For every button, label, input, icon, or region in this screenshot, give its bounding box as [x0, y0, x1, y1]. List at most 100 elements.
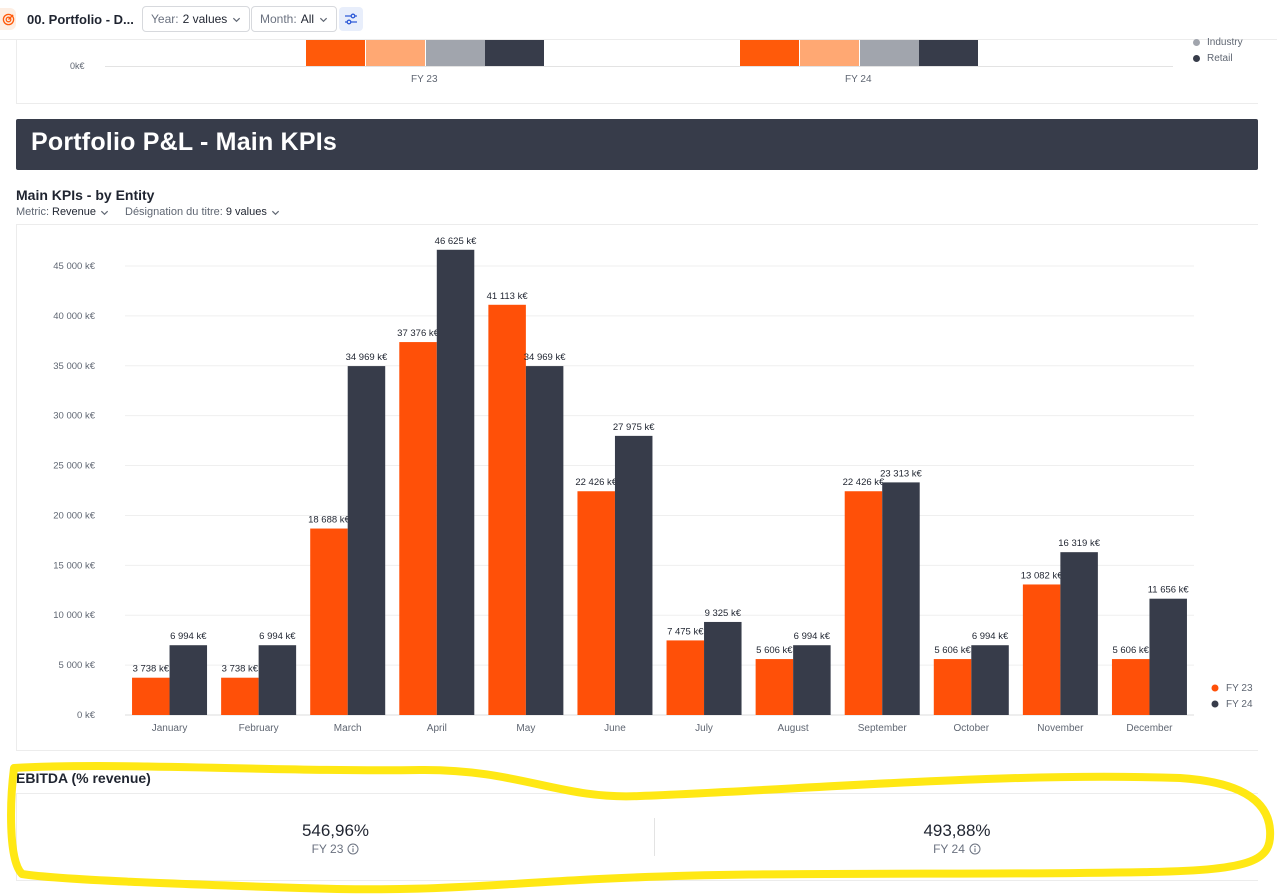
- bar-fy-24: [1149, 598, 1187, 715]
- x-tick-label: July: [695, 723, 713, 734]
- x-tick-label: December: [1126, 723, 1173, 734]
- data-label: 37 376 k€: [397, 328, 439, 339]
- bar-fy-24: [793, 645, 831, 715]
- section-banner: Portfolio P&L - Main KPIs: [16, 119, 1258, 170]
- y-tick-label: 5 000 k€: [59, 660, 96, 671]
- bar-fy-24: [436, 249, 475, 715]
- data-label: 23 313 k€: [880, 468, 922, 479]
- previous-chart-bar-segment: [859, 40, 919, 66]
- bar-fy-24: [258, 645, 297, 715]
- bar-fy-24: [882, 482, 920, 715]
- data-label: 6 994 k€: [170, 631, 207, 642]
- data-label: 22 426 k€: [843, 477, 885, 488]
- metric-filter[interactable]: Metric: Revenue: [16, 206, 109, 218]
- x-tick-label: February: [239, 723, 279, 734]
- kpi-label-row: FY 24: [655, 842, 1259, 856]
- legend-label: Retail: [1207, 53, 1233, 64]
- main-kpis-title: Main KPIs - by Entity: [16, 187, 155, 203]
- previous-chart-bar-segment: [740, 40, 799, 66]
- page-name[interactable]: 00. Portfolio - D...: [27, 12, 134, 27]
- target-icon[interactable]: [0, 8, 16, 30]
- ebitda-title: EBITDA (% revenue): [16, 770, 151, 786]
- previous-chart-bar-segment: [485, 40, 545, 66]
- x-tick-label: September: [858, 723, 908, 734]
- data-label: 22 426 k€: [575, 477, 617, 488]
- bar-fy-23: [399, 342, 437, 715]
- bar-fy-24: [525, 366, 564, 715]
- y-tick-label: 10 000 k€: [53, 610, 95, 621]
- designation-filter-value: 9 values: [225, 206, 267, 218]
- designation-filter-label: Désignation du titre:: [125, 206, 223, 218]
- info-icon[interactable]: [969, 843, 981, 855]
- data-label: 41 113 k€: [487, 291, 529, 302]
- data-label: 16 319 k€: [1058, 538, 1100, 549]
- bar-fy-23: [1022, 584, 1061, 715]
- legend-label: Industry: [1207, 37, 1243, 48]
- data-label: 18 688 k€: [308, 515, 350, 526]
- kpi-value: 493,88%: [923, 821, 991, 840]
- bar-fy-23: [1111, 659, 1150, 715]
- legend-swatch: [1193, 55, 1200, 62]
- bar-fy-23: [132, 677, 170, 715]
- previous-chart-bar-segment: [799, 40, 859, 66]
- legend-item-industry[interactable]: Industry: [1193, 37, 1243, 48]
- x-tick-label: June: [604, 723, 626, 734]
- bar-fy-24: [971, 645, 1009, 715]
- data-label: 5 606 k€: [756, 645, 793, 656]
- data-label: 6 994 k€: [972, 631, 1009, 642]
- previous-chart-bar-segment: [919, 40, 979, 66]
- y-tick-label: 20 000 k€: [53, 510, 95, 521]
- bar-fy-24: [614, 435, 653, 715]
- month-filter[interactable]: Month: All: [251, 6, 338, 32]
- data-label: 9 325 k€: [705, 608, 742, 619]
- x-tick-label: August: [778, 723, 809, 734]
- designation-filter[interactable]: Désignation du titre: 9 values: [125, 206, 280, 218]
- legend-swatch: [1211, 700, 1219, 708]
- legend-swatch: [1211, 684, 1219, 692]
- month-filter-label: Month:: [260, 12, 297, 26]
- year-filter[interactable]: Year: 2 values: [142, 6, 251, 32]
- metric-filter-label: Metric:: [16, 206, 49, 218]
- bar-fy-24: [704, 621, 742, 715]
- previous-chart-y-tick: 0k€: [70, 61, 85, 71]
- y-tick-label: 30 000 k€: [53, 411, 95, 422]
- year-filter-label: Year:: [151, 12, 179, 26]
- x-tick-label: April: [427, 723, 447, 734]
- y-tick-label: 0 k€: [77, 710, 96, 721]
- previous-chart-bar-segment: [425, 40, 485, 66]
- legend-item-retail[interactable]: Retail: [1193, 53, 1233, 64]
- previous-chart-baseline: [105, 66, 1173, 67]
- previous-chart-bar-segment: [365, 40, 425, 66]
- data-label: 7 475 k€: [667, 626, 704, 637]
- x-tick-label: January: [152, 723, 188, 734]
- top-bar: 00. Portfolio - D... Year: 2 values Mont…: [0, 0, 1277, 40]
- bar-fy-23: [221, 677, 259, 715]
- previous-chart-card: [16, 40, 1258, 104]
- kpi-label: FY 24: [933, 842, 965, 856]
- x-tick-label: May: [516, 723, 535, 734]
- bar-fy-24: [1060, 552, 1098, 715]
- revenue-chart-card: 0 k€ 5 000 k€ 10 000 k€ 15 000 k€ 20 000 k€ 2…: [16, 224, 1258, 751]
- previous-chart-bar-segment: [306, 40, 365, 66]
- banner-title: Portfolio P&L - Main KPIs: [31, 128, 337, 156]
- data-label: 5 606 k€: [934, 645, 971, 656]
- sliders-icon: [345, 13, 357, 25]
- chevron-down-icon: [233, 17, 241, 22]
- bar-fy-24: [347, 366, 386, 715]
- previous-chart-x-label: FY 24: [845, 74, 872, 85]
- legend-label: FY 23: [1226, 683, 1253, 694]
- data-label: 5 606 k€: [1112, 645, 1149, 656]
- data-label: 34 969 k€: [346, 352, 388, 363]
- revenue-bar-chart: 0 k€ 5 000 k€ 10 000 k€ 15 000 k€ 20 000 k€ 2…: [53, 236, 1253, 734]
- year-filter-value: 2 values: [182, 12, 228, 26]
- kpi-label: FY 23: [311, 842, 344, 856]
- filter-settings-button[interactable]: [339, 7, 363, 31]
- chevron-down-icon: [271, 210, 279, 215]
- kpi-fy23: 546,96% FY 23: [17, 794, 654, 882]
- bar-fy-23: [310, 528, 348, 715]
- data-label: 34 969 k€: [524, 352, 566, 363]
- info-icon[interactable]: [347, 843, 359, 855]
- data-label: 3 738 k€: [133, 664, 170, 675]
- bar-fy-23: [577, 491, 615, 715]
- data-label: 6 994 k€: [259, 631, 296, 642]
